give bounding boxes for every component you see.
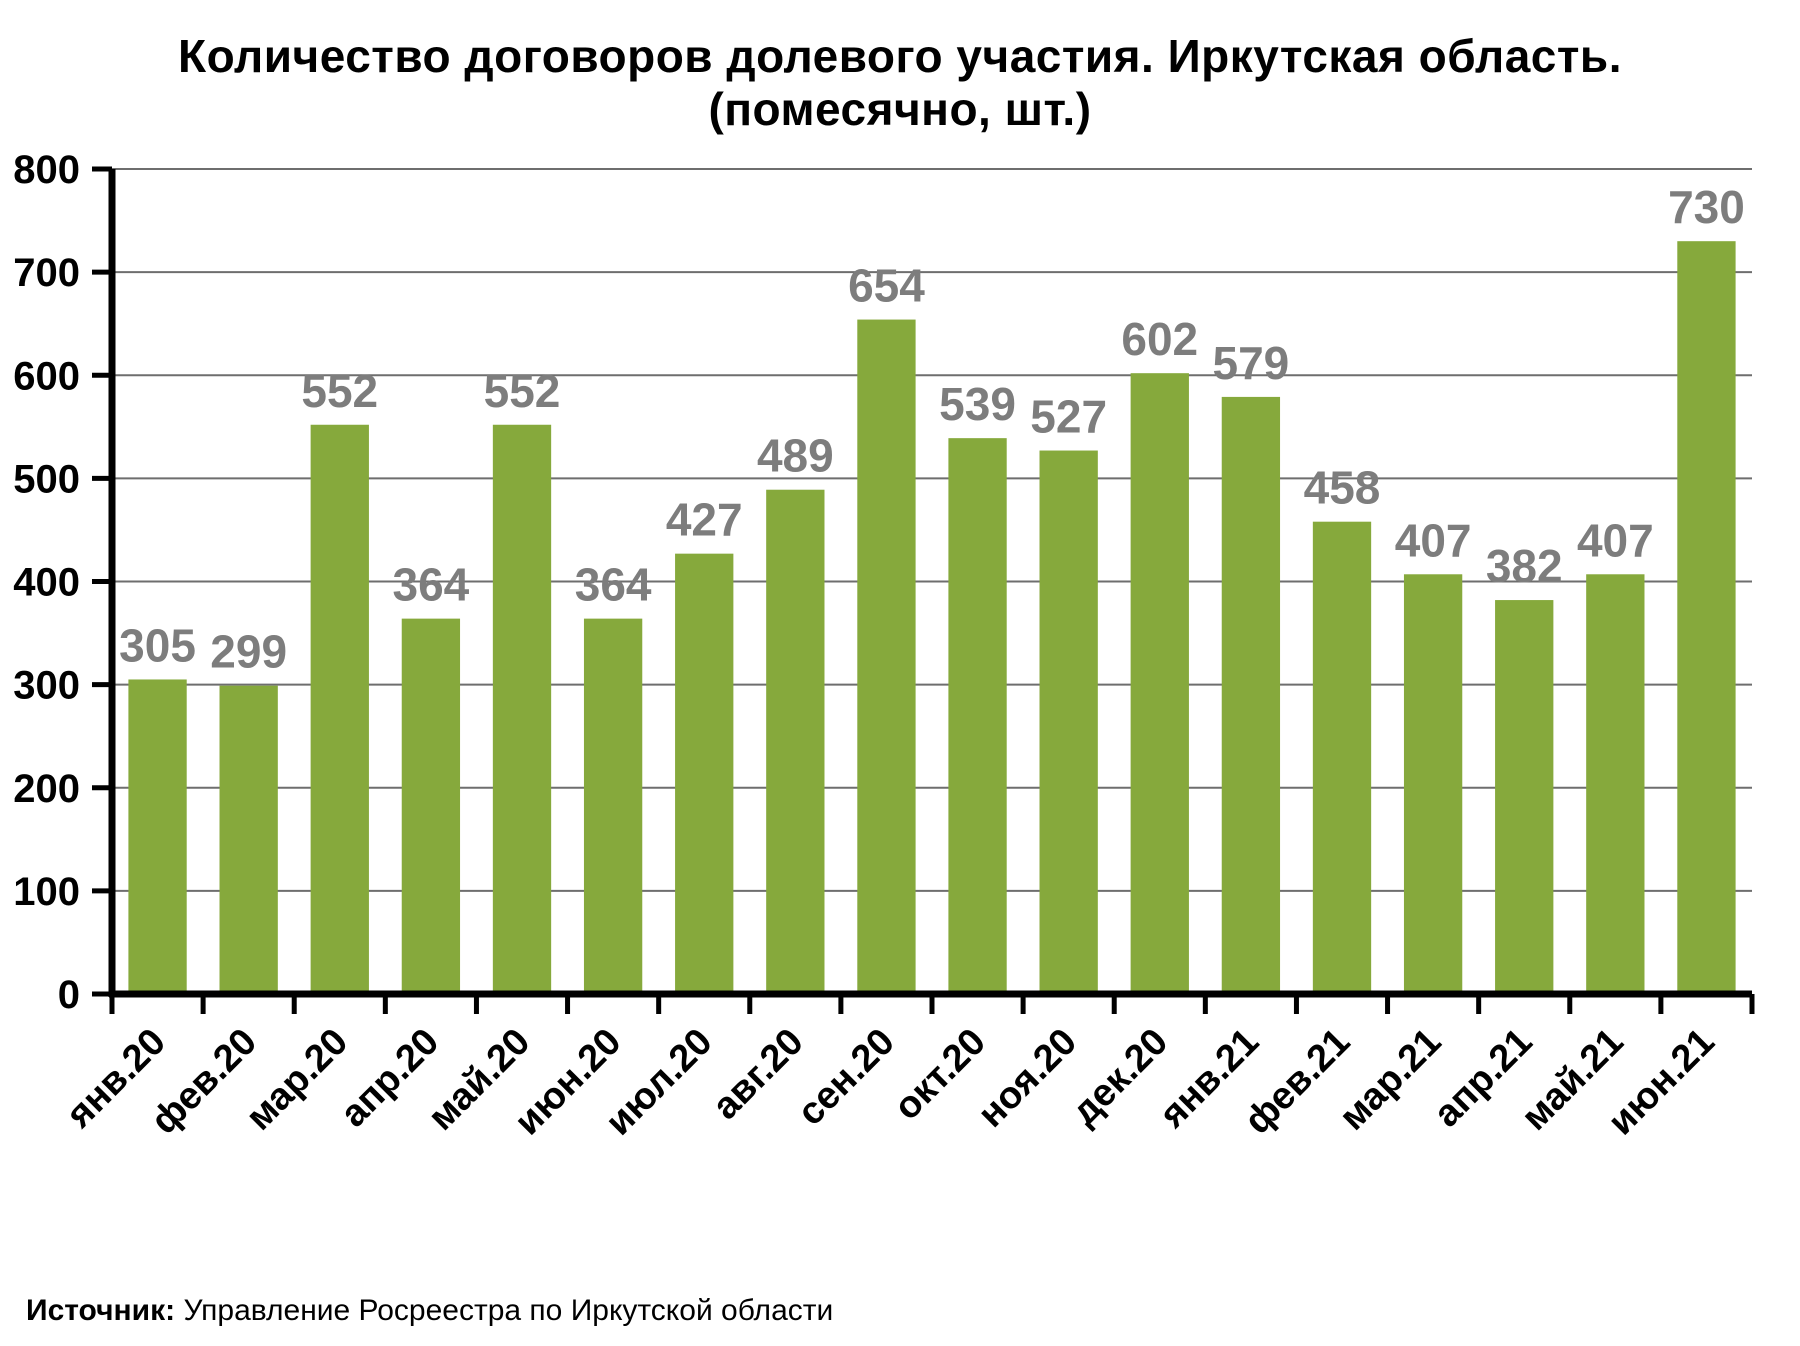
y-axis-label: 0 xyxy=(58,973,80,1017)
bar-дек.20 xyxy=(1130,372,1189,994)
bar-сен.20 xyxy=(857,319,916,994)
bar-value-label: 527 xyxy=(1030,390,1107,442)
bar-chart: 0 100 200 300 400 500 600 700 800 305 янв.20 299 фев… xyxy=(0,144,1800,1164)
chart-title-line1: Количество договоров долевого участия. И… xyxy=(178,30,1622,82)
y-axis-label: 800 xyxy=(13,148,80,192)
bar-value-label: 552 xyxy=(301,365,378,417)
source-note: Источник: Управление Росреестра по Иркут… xyxy=(26,1294,833,1328)
bar-фев.20 xyxy=(219,685,278,994)
bar-value-label: 407 xyxy=(1577,514,1654,566)
y-axis-label: 200 xyxy=(13,767,80,811)
bar-value-label: 305 xyxy=(119,619,196,671)
bar-value-label: 579 xyxy=(1213,337,1290,389)
bar-value-label: 654 xyxy=(848,259,925,311)
bar-янв.21 xyxy=(1221,396,1281,994)
bar-value-label: 489 xyxy=(757,430,834,482)
x-axis-label: мар.20 xyxy=(238,1020,356,1138)
y-axis-label: 300 xyxy=(13,663,80,707)
y-axis-label: 700 xyxy=(13,251,80,295)
bar-май.20 xyxy=(492,424,552,994)
bar-value-label: 602 xyxy=(1121,313,1198,365)
bar-мар.20 xyxy=(310,424,369,994)
bar-value-label: 364 xyxy=(575,558,652,610)
bar-value-label: 730 xyxy=(1668,181,1745,233)
bar-value-label: 382 xyxy=(1486,540,1563,592)
bar-окт.20 xyxy=(948,437,1007,994)
source-label: Источник: xyxy=(26,1294,176,1327)
bar-янв.20 xyxy=(128,679,187,994)
bar-value-label: 458 xyxy=(1304,461,1381,513)
chart-title-line2: (помесячно, шт.) xyxy=(708,82,1092,135)
x-axis-label: дек.20 xyxy=(1064,1020,1177,1133)
bar-апр.21 xyxy=(1495,599,1554,994)
chart-title: Количество договоров долевого участия. И… xyxy=(0,0,1800,136)
y-axis-label: 500 xyxy=(13,457,80,501)
bar-chart-svg: 0100200300400500600700800305янв.20299фев… xyxy=(13,148,1755,1143)
y-axis-label: 400 xyxy=(13,560,80,604)
bar-value-label: 364 xyxy=(393,558,470,610)
bar-value-label: 427 xyxy=(666,493,743,545)
bar-value-label: 407 xyxy=(1395,514,1472,566)
bar-ноя.20 xyxy=(1039,450,1098,994)
y-axis-label: 600 xyxy=(13,354,80,398)
x-axis-label: авг.20 xyxy=(705,1020,812,1127)
bar-июл.20 xyxy=(675,553,734,994)
bar-value-label: 552 xyxy=(484,365,561,417)
bar-мар.21 xyxy=(1403,574,1463,994)
x-axis-label: сен.20 xyxy=(790,1020,903,1133)
source-text: Управление Росреестра по Иркутской облас… xyxy=(175,1294,834,1327)
bar-июн.20 xyxy=(583,618,643,994)
bar-апр.20 xyxy=(401,618,461,994)
x-axis-label: ноя.20 xyxy=(970,1020,1085,1135)
bar-фев.21 xyxy=(1312,521,1372,994)
bar-авг.20 xyxy=(766,489,825,994)
bar-value-label: 539 xyxy=(939,378,1016,430)
y-axis-label: 100 xyxy=(13,870,80,914)
bar-value-label: 299 xyxy=(210,625,287,677)
bar-май.21 xyxy=(1586,574,1645,994)
x-axis-label: мар.21 xyxy=(1332,1020,1450,1138)
bar-июн.21 xyxy=(1677,240,1736,994)
